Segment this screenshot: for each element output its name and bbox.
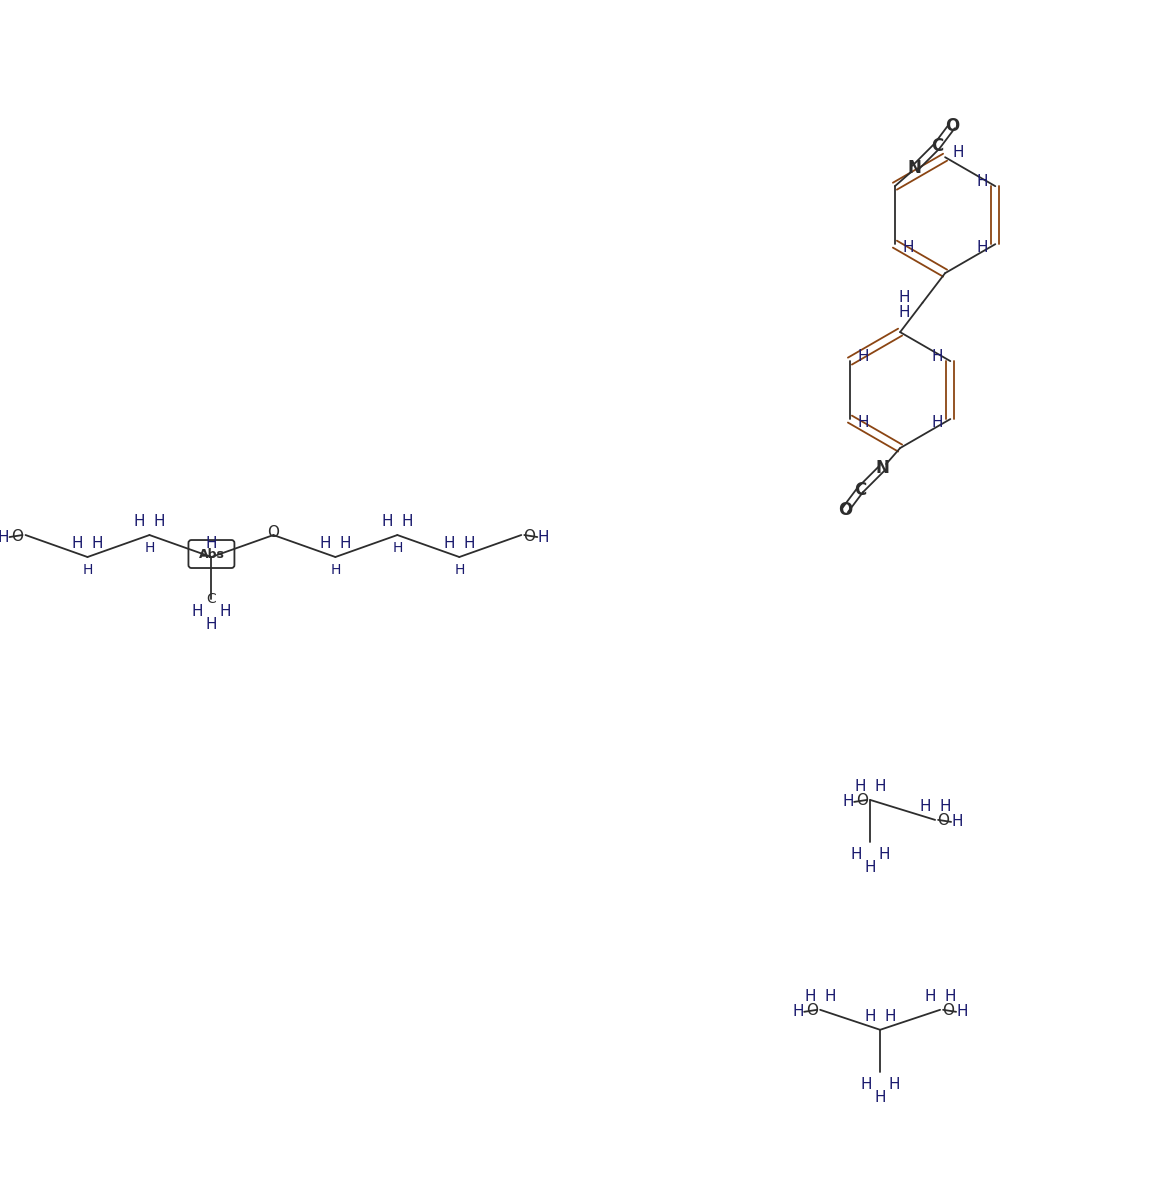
Text: Abs: Abs [199, 548, 224, 561]
Text: H: H [144, 541, 155, 555]
Text: H: H [932, 348, 943, 364]
Text: H: H [932, 415, 943, 430]
Text: H: H [206, 618, 217, 632]
Text: H: H [899, 290, 911, 305]
Text: H: H [805, 990, 816, 1004]
Text: H: H [792, 1004, 804, 1019]
Text: H: H [192, 605, 204, 619]
Text: H: H [857, 415, 869, 430]
Text: C: C [207, 592, 216, 606]
Text: H: H [940, 800, 951, 815]
Text: O: O [523, 529, 535, 544]
Text: H: H [920, 800, 930, 815]
Text: H: H [878, 847, 890, 862]
Text: H: H [381, 513, 393, 529]
Text: H: H [220, 605, 231, 619]
Text: H: H [875, 779, 886, 795]
Text: H: H [154, 513, 165, 529]
Text: H: H [944, 990, 956, 1004]
Text: H: H [902, 240, 914, 254]
Text: H: H [864, 1010, 876, 1024]
Text: O: O [12, 529, 23, 544]
Text: O: O [937, 814, 949, 828]
Text: C: C [854, 481, 866, 499]
Text: H: H [952, 145, 964, 159]
Text: N: N [908, 159, 922, 177]
Text: H: H [842, 795, 854, 809]
Text: O: O [806, 1004, 818, 1018]
Text: O: O [267, 525, 279, 539]
Text: O: O [944, 118, 959, 135]
Text: H: H [951, 815, 963, 829]
Text: H: H [884, 1010, 896, 1024]
Text: H: H [857, 348, 869, 364]
Text: C: C [930, 137, 943, 156]
Text: H: H [925, 990, 936, 1004]
Text: H: H [850, 847, 862, 862]
Text: O: O [942, 1004, 954, 1018]
Text: H: H [977, 240, 989, 254]
Text: H: H [320, 536, 331, 550]
Text: H: H [956, 1004, 968, 1019]
Text: H: H [464, 536, 475, 550]
FancyBboxPatch shape [188, 541, 235, 568]
Text: H: H [454, 563, 464, 577]
Text: H: H [92, 536, 104, 550]
Text: H: H [864, 860, 876, 876]
Text: H: H [206, 536, 217, 550]
Text: H: H [72, 536, 84, 550]
Text: H: H [83, 563, 93, 577]
Text: H: H [0, 530, 9, 544]
Text: H: H [401, 513, 413, 529]
Text: H: H [875, 1091, 886, 1105]
Text: O: O [839, 501, 852, 519]
Text: H: H [443, 536, 455, 550]
Text: H: H [392, 541, 402, 555]
Text: O: O [856, 794, 868, 808]
Text: H: H [977, 173, 989, 189]
Text: H: H [825, 990, 836, 1004]
Text: N: N [876, 459, 889, 478]
Text: H: H [330, 563, 341, 577]
Text: H: H [340, 536, 351, 550]
Text: H: H [889, 1078, 900, 1092]
Text: H: H [861, 1078, 872, 1092]
Text: H: H [899, 305, 911, 320]
Text: H: H [855, 779, 866, 795]
Text: H: H [134, 513, 145, 529]
Text: H: H [537, 530, 549, 544]
